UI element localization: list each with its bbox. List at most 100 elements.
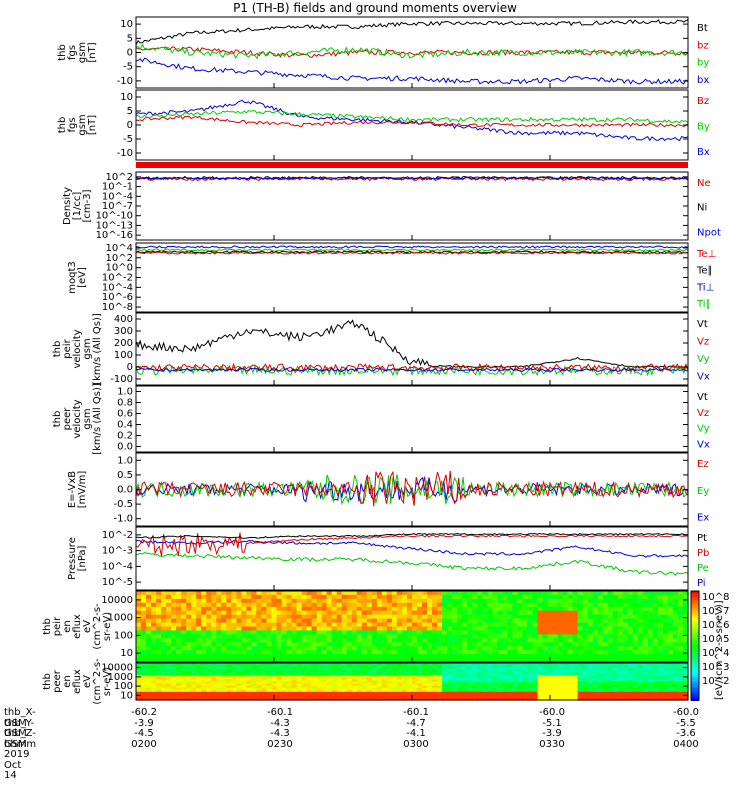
footer-value: -4.3 bbox=[270, 728, 290, 739]
y-tick-label: 10^4 bbox=[106, 243, 133, 254]
footer-label: thb_X-GSM bbox=[4, 707, 36, 729]
y-tick-label: 400 bbox=[114, 314, 133, 325]
series-Vz bbox=[135, 362, 689, 373]
footer-value: -4.5 bbox=[134, 728, 154, 739]
legend-item: Te⊥ bbox=[696, 249, 716, 260]
y-tick-label: 10^2 bbox=[106, 253, 133, 264]
colorbar-tick-label: 10^8 bbox=[702, 592, 729, 603]
footer-value: -4.7 bbox=[406, 717, 426, 729]
series-bz bbox=[135, 46, 689, 58]
y-tick-label: 100 bbox=[114, 630, 133, 641]
footer-label: thb_Y-GSM bbox=[4, 717, 35, 739]
legend-item: Vt bbox=[697, 319, 708, 330]
legend-item: Vz bbox=[697, 408, 709, 419]
footer-value: -5.5 bbox=[676, 717, 696, 729]
footer-value: -3.9 bbox=[542, 728, 562, 739]
series-Pe bbox=[135, 552, 689, 576]
legend-item: Ti⊥ bbox=[696, 282, 714, 293]
y-tick-label: 0.5 bbox=[117, 470, 133, 481]
y-tick-label: 10^-5 bbox=[102, 577, 133, 588]
y-tick-label: 0 bbox=[127, 362, 133, 373]
y-axis-label: thbpeirenefluxeV(cm^2-s-sr-eV) bbox=[42, 603, 113, 650]
series-Npot bbox=[135, 176, 689, 180]
legend-item: Ez bbox=[697, 459, 709, 470]
footer-value: 0230 bbox=[267, 738, 293, 750]
legend-item: by bbox=[697, 58, 709, 69]
footer-value: -60.0 bbox=[673, 707, 699, 718]
legend-item: Vz bbox=[697, 337, 709, 348]
electron-spectrogram bbox=[136, 663, 689, 701]
legend-item: Ne bbox=[697, 178, 711, 189]
y-tick-label: 1.0 bbox=[117, 387, 133, 398]
y-tick-label: -0.5 bbox=[113, 499, 133, 510]
y-tick-label: 10000 bbox=[101, 595, 133, 606]
y-tick-label: 5 bbox=[127, 33, 133, 44]
series-Bz bbox=[135, 115, 689, 128]
panel-frame bbox=[135, 385, 689, 453]
y-tick-label: 1000 bbox=[108, 613, 133, 624]
legend-item: Ni bbox=[697, 203, 707, 214]
y-tick-label: 0.2 bbox=[117, 431, 133, 442]
legend-item: Te∥ bbox=[696, 266, 713, 277]
y-tick-label: 200 bbox=[114, 338, 133, 349]
colorbar-tick-label: 10^7 bbox=[702, 606, 729, 617]
y-axis-label: thbfgsgsm[nT] bbox=[57, 42, 98, 63]
y-tick-label: 10^-2 bbox=[102, 530, 133, 541]
y-tick-label: 10^-13 bbox=[96, 220, 133, 231]
legend-item: Vt bbox=[697, 392, 708, 403]
y-tick-label: 10^-8 bbox=[102, 302, 133, 313]
legend-item: Bt bbox=[697, 23, 708, 34]
series-Pt bbox=[135, 532, 689, 539]
y-tick-label: 1000 bbox=[108, 672, 133, 683]
series-Ne bbox=[135, 176, 689, 182]
footer-value: -4.3 bbox=[270, 717, 290, 729]
y-tick-label: 10 bbox=[120, 648, 133, 659]
chart-title: P1 (TH-B) fields and ground moments over… bbox=[233, 1, 517, 15]
footer-label: hhmm bbox=[4, 738, 37, 750]
y-axis-label: thbfgsgsm[nT] bbox=[57, 114, 98, 135]
legend-item: Ex bbox=[697, 513, 709, 524]
legend-item: Pi bbox=[697, 578, 706, 589]
footer-label: thb_Z-GSM bbox=[4, 728, 36, 750]
y-tick-label: 10 bbox=[120, 92, 133, 103]
y-tick-label: 0.0 bbox=[117, 442, 133, 453]
legend-item: Ey bbox=[697, 486, 709, 497]
colorbar-tick-label: 10^2 bbox=[702, 676, 729, 687]
y-tick-label: 10^-10 bbox=[96, 211, 133, 222]
y-tick-label: 10^2 bbox=[106, 172, 133, 183]
ion-spectrogram bbox=[136, 591, 689, 663]
y-tick-label: -5 bbox=[123, 62, 133, 73]
footer-date-text: 2019 Oct 14 bbox=[4, 749, 30, 781]
y-tick-label: -10 bbox=[117, 148, 133, 159]
footer-value: 0330 bbox=[539, 738, 565, 750]
y-tick-label: 10^-4 bbox=[102, 191, 133, 202]
y-tick-label: -5 bbox=[123, 134, 133, 145]
y-tick-label: 10^-1 bbox=[102, 182, 133, 193]
legend-item: By bbox=[697, 122, 710, 133]
y-tick-label: 10^-7 bbox=[102, 201, 133, 212]
footer-value: -4.1 bbox=[406, 728, 426, 739]
y-tick-label: 10^-4 bbox=[102, 282, 133, 293]
mode-bar bbox=[136, 162, 688, 168]
series-Te-perp bbox=[135, 251, 689, 255]
series-By bbox=[135, 110, 689, 124]
y-tick-label: 10000 bbox=[101, 663, 133, 674]
y-tick-label: 10^-3 bbox=[102, 546, 133, 557]
colorbar bbox=[691, 591, 699, 701]
legend-item: Vy bbox=[697, 424, 710, 435]
footer-value: -3.6 bbox=[676, 728, 696, 739]
y-tick-label: 5 bbox=[127, 106, 133, 117]
colorbar-tick-label: 10^6 bbox=[702, 620, 729, 631]
y-tick-label: 10^-16 bbox=[96, 230, 133, 241]
legend-item: Pb bbox=[697, 548, 709, 559]
footer-value: 0300 bbox=[403, 738, 429, 750]
series-Pb bbox=[135, 532, 689, 557]
y-tick-label: 100 bbox=[114, 681, 133, 692]
series-Bt bbox=[135, 19, 689, 46]
panel-frame bbox=[135, 89, 689, 161]
footer-value: -60.1 bbox=[403, 707, 429, 718]
footer-value: -60.1 bbox=[267, 707, 293, 718]
y-axis-label: Density[1/cc][cm-3] bbox=[62, 187, 93, 225]
y-tick-label: 0.6 bbox=[117, 409, 133, 420]
legend-item: Bz bbox=[697, 96, 709, 107]
